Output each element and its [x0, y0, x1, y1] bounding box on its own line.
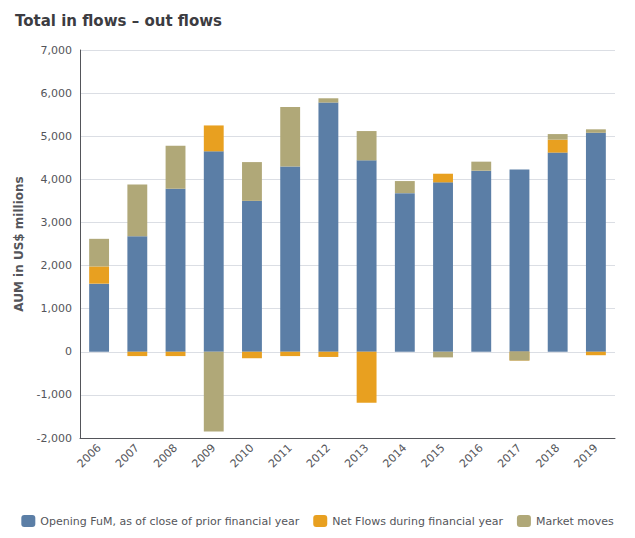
svg-text:2017: 2017 — [495, 441, 524, 470]
svg-text:7,000: 7,000 — [41, 44, 73, 57]
svg-text:AUM in US$ millions: AUM in US$ millions — [12, 176, 26, 311]
svg-text:2016: 2016 — [457, 441, 486, 470]
svg-text:2010: 2010 — [228, 441, 257, 470]
svg-text:2007: 2007 — [113, 441, 142, 470]
svg-text:2014: 2014 — [380, 441, 409, 470]
svg-text:2009: 2009 — [189, 441, 218, 470]
svg-text:2018: 2018 — [533, 441, 562, 470]
svg-text:Opening FuM, as of close of pr: Opening FuM, as of close of prior financ… — [40, 515, 299, 528]
svg-text:2006: 2006 — [75, 441, 104, 470]
svg-text:2012: 2012 — [304, 441, 333, 470]
svg-text:2,000: 2,000 — [41, 259, 73, 272]
svg-text:2015: 2015 — [419, 441, 448, 470]
svg-text:2019: 2019 — [572, 441, 601, 470]
svg-text:3,000: 3,000 — [41, 216, 73, 229]
svg-text:-2,000: -2,000 — [37, 432, 72, 445]
svg-text:Net Flows during financial yea: Net Flows during financial year — [332, 515, 503, 528]
svg-text:Market moves: Market moves — [536, 515, 614, 528]
svg-text:2013: 2013 — [342, 441, 371, 470]
svg-text:-1,000: -1,000 — [37, 388, 72, 401]
svg-text:5,000: 5,000 — [41, 130, 73, 143]
svg-text:Total in flows – out flows: Total in flows – out flows — [15, 12, 222, 30]
svg-text:4,000: 4,000 — [41, 173, 73, 186]
svg-text:2011: 2011 — [266, 441, 295, 470]
svg-text:2008: 2008 — [151, 441, 180, 470]
svg-text:6,000: 6,000 — [41, 87, 73, 100]
svg-text:1,000: 1,000 — [41, 302, 73, 315]
svg-text:0: 0 — [65, 345, 72, 358]
